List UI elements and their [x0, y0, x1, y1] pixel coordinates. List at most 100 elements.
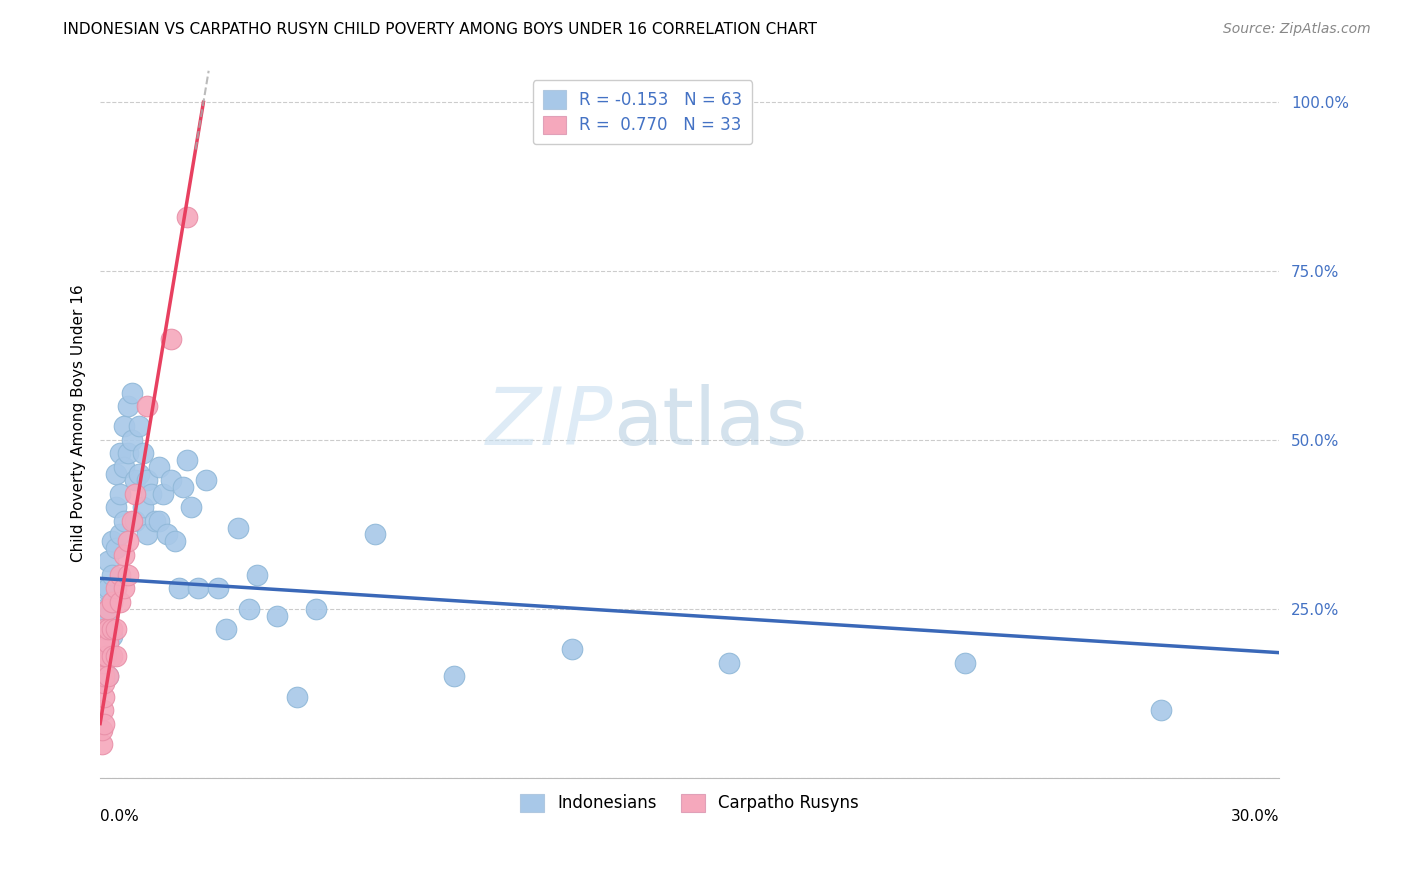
Point [97, 608, 120, 623]
Text: INDONESIAN VS CARPATHO RUSYN CHILD POVERTY AMONG BOYS UNDER 16 CORRELATION CHART: INDONESIAN VS CARPATHO RUSYN CHILD POVER… [63, 22, 817, 37]
Point [148, 459, 170, 474]
Point [97, 669, 120, 683]
Point [108, 487, 131, 501]
Point [121, 514, 143, 528]
Point [152, 487, 174, 501]
Point [443, 669, 465, 683]
Point [117, 568, 139, 582]
Text: Source: ZipAtlas.com: Source: ZipAtlas.com [1223, 22, 1371, 37]
Point [364, 527, 387, 541]
Point [101, 534, 124, 549]
Point [93, 582, 115, 596]
Point [266, 608, 288, 623]
Point [112, 514, 135, 528]
Point [195, 474, 218, 488]
Point [104, 582, 127, 596]
Point [132, 500, 155, 515]
Point [121, 433, 143, 447]
Point [108, 527, 131, 541]
Point [141, 487, 163, 501]
Point [104, 622, 127, 636]
Point [101, 629, 124, 643]
Point [97, 601, 120, 615]
Point [93, 648, 115, 663]
Point [124, 514, 146, 528]
Point [156, 527, 179, 541]
Point [108, 446, 131, 460]
Point [93, 622, 115, 636]
Point [93, 656, 115, 670]
Point [238, 601, 260, 615]
Point [93, 601, 115, 615]
Text: 30.0%: 30.0% [1230, 809, 1279, 824]
Point [104, 500, 127, 515]
Text: atlas: atlas [613, 384, 807, 462]
Point [132, 446, 155, 460]
Point [101, 568, 124, 582]
Point [101, 648, 124, 663]
Point [160, 332, 183, 346]
Point [93, 635, 115, 649]
Point [179, 500, 201, 515]
Point [97, 635, 120, 649]
Point [187, 582, 209, 596]
Point [108, 595, 131, 609]
Point [172, 480, 194, 494]
Point [246, 568, 269, 582]
Point [561, 642, 583, 657]
Point [1150, 703, 1173, 717]
Point [93, 676, 115, 690]
Point [121, 385, 143, 400]
Point [117, 446, 139, 460]
Point [93, 622, 115, 636]
Point [112, 459, 135, 474]
Point [163, 534, 186, 549]
Point [93, 656, 115, 670]
Point [104, 541, 127, 555]
Point [97, 635, 120, 649]
Point [176, 210, 198, 224]
Point [136, 474, 159, 488]
Point [176, 453, 198, 467]
Point [91, 737, 114, 751]
Point [117, 534, 139, 549]
Point [717, 656, 740, 670]
Point [112, 582, 135, 596]
Point [128, 419, 150, 434]
Point [97, 582, 120, 596]
Point [143, 514, 166, 528]
Point [91, 703, 114, 717]
Point [136, 527, 159, 541]
Text: ZIP: ZIP [485, 384, 613, 462]
Point [148, 514, 170, 528]
Point [160, 474, 183, 488]
Point [117, 399, 139, 413]
Point [104, 648, 127, 663]
Point [94, 648, 117, 663]
Point [108, 568, 131, 582]
Point [167, 582, 190, 596]
Point [93, 669, 115, 683]
Point [91, 723, 114, 738]
Point [97, 669, 120, 683]
Point [93, 642, 115, 657]
Point [953, 656, 976, 670]
Point [305, 601, 328, 615]
Point [101, 595, 124, 609]
Point [124, 487, 146, 501]
Point [93, 690, 115, 704]
Point [101, 622, 124, 636]
Point [285, 690, 308, 704]
Point [104, 467, 127, 481]
Point [128, 467, 150, 481]
Y-axis label: Child Poverty Among Boys Under 16: Child Poverty Among Boys Under 16 [72, 285, 86, 562]
Point [112, 548, 135, 562]
Point [226, 521, 249, 535]
Point [215, 622, 238, 636]
Point [112, 419, 135, 434]
Point [124, 474, 146, 488]
Text: 0.0%: 0.0% [100, 809, 139, 824]
Point [97, 554, 120, 568]
Point [93, 716, 115, 731]
Point [207, 582, 229, 596]
